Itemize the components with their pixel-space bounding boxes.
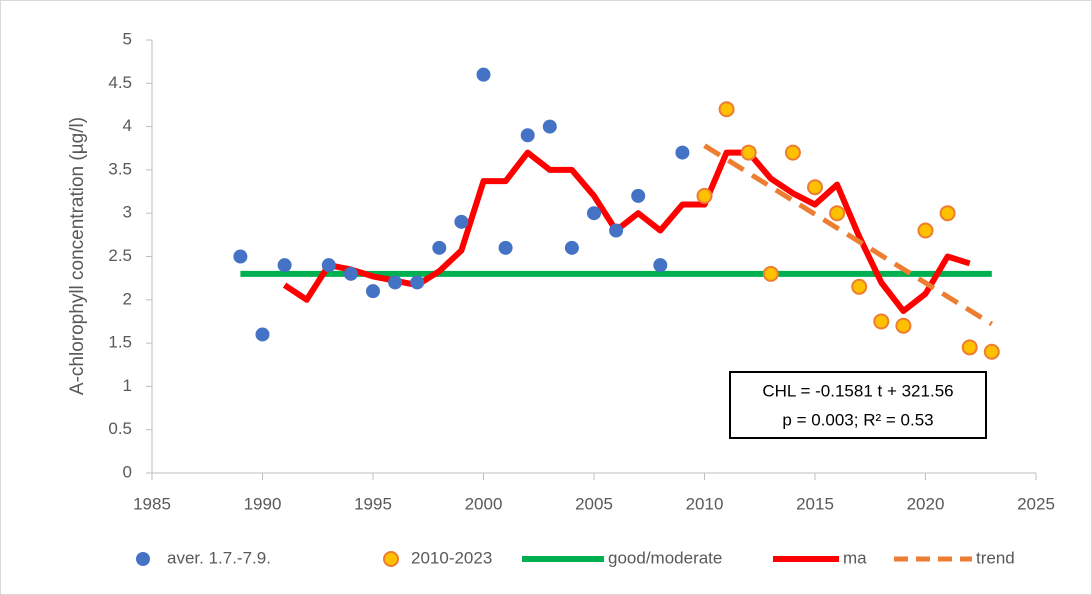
- point: [718, 101, 735, 118]
- y-tick-label: 3: [123, 203, 132, 222]
- point: [762, 265, 779, 282]
- point: [740, 144, 757, 161]
- point: [388, 275, 403, 290]
- y-tick-label: 0.5: [108, 419, 132, 438]
- point: [696, 187, 713, 204]
- annotation: CHL = -0.1581 t + 321.56: [762, 381, 953, 400]
- y-tick-label: 2: [123, 289, 132, 308]
- legend-label: aver. 1.7.-7.9.: [167, 548, 271, 567]
- x-tick-label: 2005: [575, 494, 613, 513]
- x-tick-label: 1995: [354, 494, 392, 513]
- point: [829, 205, 846, 222]
- y-tick-label: 0: [123, 462, 132, 481]
- series-line: [703, 143, 994, 327]
- y-tick-label: 2.5: [108, 246, 132, 265]
- point: [873, 313, 890, 330]
- point: [321, 258, 336, 273]
- point: [895, 317, 912, 334]
- point: [675, 145, 690, 160]
- point: [476, 67, 491, 82]
- y-tick-label: 3.5: [108, 159, 132, 178]
- point: [454, 214, 469, 229]
- annotation-box: [729, 371, 987, 439]
- point: [564, 240, 579, 255]
- y-tick-label: 1: [123, 376, 132, 395]
- legend-marker: [136, 552, 150, 566]
- point: [520, 128, 535, 143]
- point: [631, 188, 646, 203]
- legend-label: ma: [843, 548, 867, 567]
- x-tick-label: 2015: [796, 494, 834, 513]
- x-tick-label: 2000: [465, 494, 503, 513]
- x-tick-label: 2020: [907, 494, 945, 513]
- point: [277, 258, 292, 273]
- legend-label: trend: [976, 548, 1015, 567]
- point: [233, 249, 248, 264]
- y-axis-label: A-chlorophyll concentration (µg/l): [67, 117, 88, 395]
- x-tick-label: 1990: [244, 494, 282, 513]
- point: [410, 275, 425, 290]
- legend-marker: [383, 551, 399, 567]
- point: [807, 179, 823, 196]
- point: [851, 278, 868, 295]
- point: [255, 327, 270, 342]
- point: [498, 240, 513, 255]
- point: [961, 339, 978, 356]
- point: [609, 223, 624, 238]
- point: [366, 284, 380, 299]
- point: [784, 144, 801, 161]
- point: [542, 119, 557, 134]
- x-tick-label: 2025: [1017, 494, 1055, 513]
- point: [432, 240, 447, 255]
- legend-label: good/moderate: [608, 548, 722, 567]
- point: [983, 343, 1000, 360]
- annotation: p = 0.003; R² = 0.53: [782, 410, 933, 429]
- y-tick-label: 1.5: [108, 333, 132, 352]
- legend-label: 2010-2023: [411, 548, 492, 567]
- x-tick-label: 2010: [686, 494, 724, 513]
- point: [343, 266, 358, 281]
- point: [917, 222, 934, 239]
- point: [587, 206, 601, 221]
- x-tick-label: 1985: [133, 494, 171, 513]
- y-tick-label: 4: [123, 116, 132, 135]
- y-tick-label: 5: [123, 29, 132, 48]
- y-tick-label: 4.5: [108, 73, 132, 92]
- point: [939, 205, 956, 222]
- point: [653, 258, 668, 273]
